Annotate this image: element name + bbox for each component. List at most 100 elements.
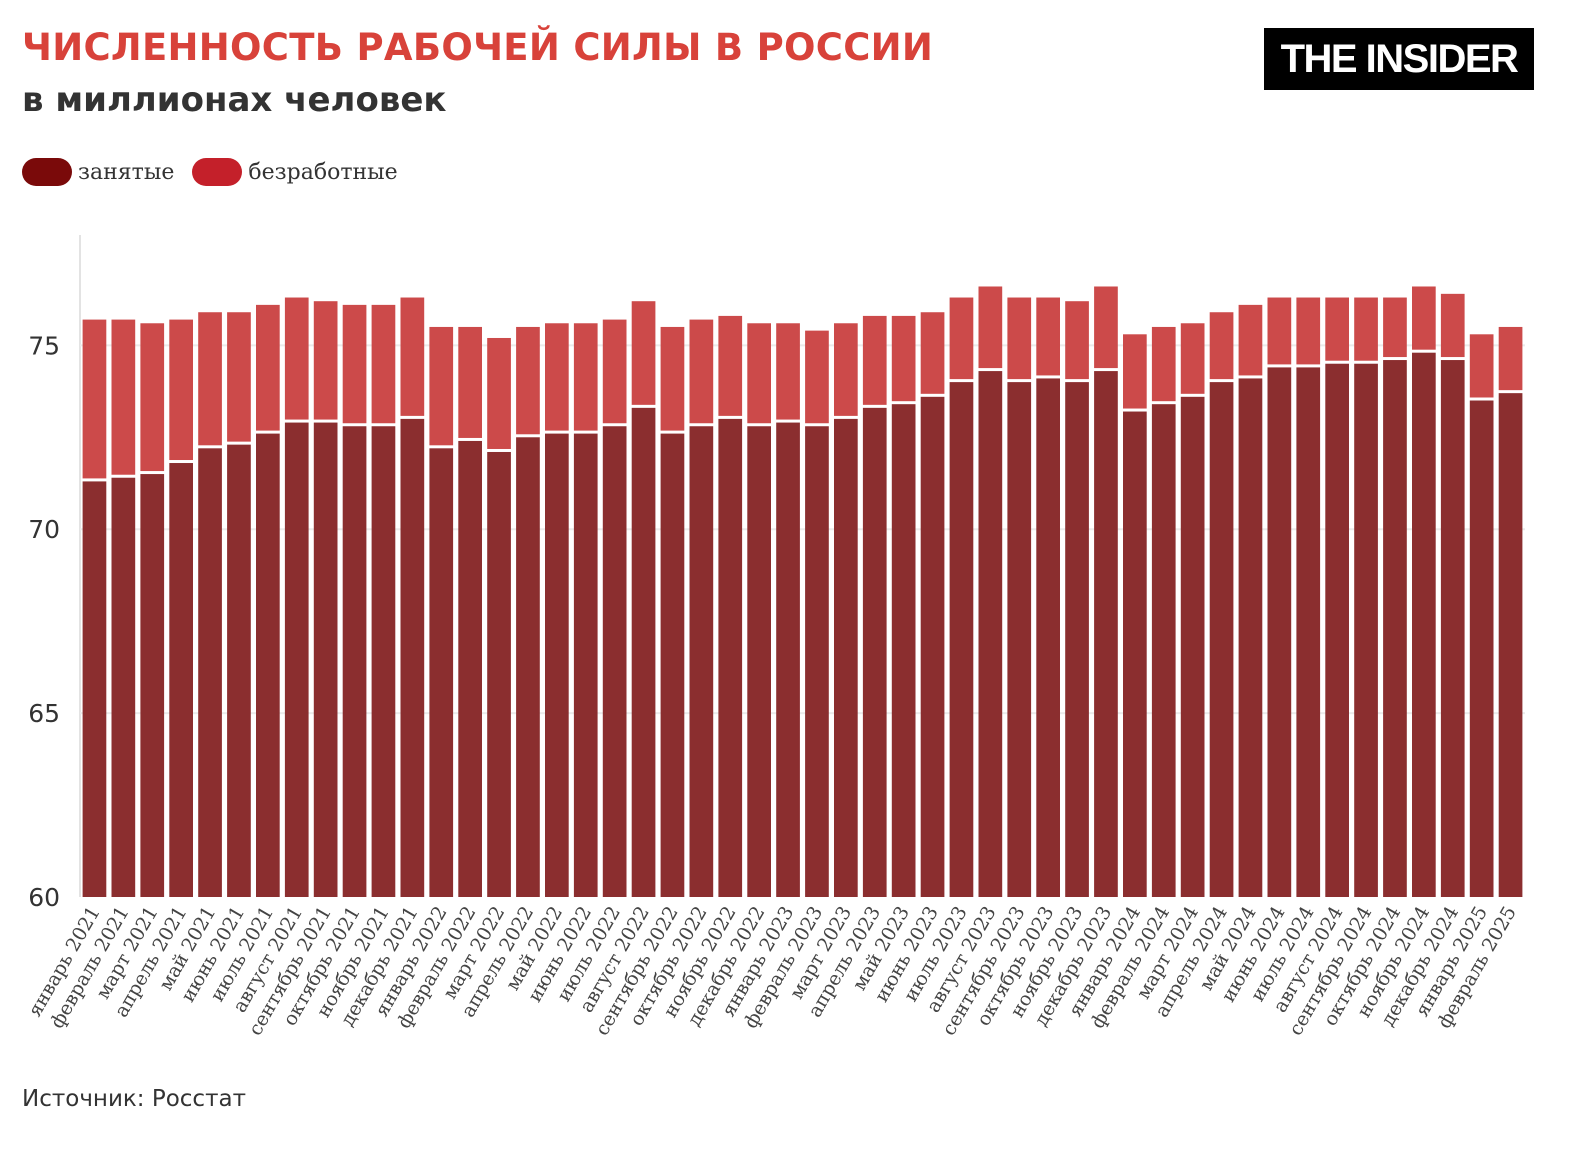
bar-employed xyxy=(1151,404,1176,897)
bar-unemployed xyxy=(1325,297,1349,361)
bar-unemployed xyxy=(660,326,685,431)
bar-employed xyxy=(256,433,280,897)
bar-unemployed xyxy=(891,315,916,402)
bar-unemployed xyxy=(776,323,800,420)
bar-employed xyxy=(602,426,627,897)
bar-employed xyxy=(1325,363,1349,897)
bar-unemployed xyxy=(862,315,887,405)
bar-unemployed xyxy=(1238,304,1263,376)
bar-employed xyxy=(573,433,598,897)
bar-employed xyxy=(169,463,193,897)
bar-employed xyxy=(1065,382,1089,898)
bar-unemployed xyxy=(805,330,829,424)
bar-employed xyxy=(1469,400,1494,897)
legend-item-employed: занятые xyxy=(22,158,174,186)
bar-employed xyxy=(1267,367,1292,897)
bar-employed xyxy=(1354,363,1378,897)
chart-title: ЧИСЛЕННОСТЬ РАБОЧЕЙ СИЛЫ В РОССИИ xyxy=(22,26,934,69)
y-tick-label: 60 xyxy=(28,883,60,912)
bar-employed xyxy=(111,477,136,897)
bar-employed xyxy=(198,448,222,897)
y-tick-label: 70 xyxy=(28,515,60,544)
bar-unemployed xyxy=(1065,301,1089,380)
bar-employed xyxy=(1180,396,1205,897)
bar-unemployed xyxy=(1412,286,1436,350)
legend-item-unemployed: безработные xyxy=(192,158,398,186)
bar-employed xyxy=(920,396,945,897)
bar-unemployed xyxy=(1383,297,1407,358)
bar-employed xyxy=(429,448,454,897)
bar-employed xyxy=(689,426,714,897)
bar-unemployed xyxy=(631,301,656,405)
bar-unemployed xyxy=(400,297,425,416)
bar-unemployed xyxy=(1296,297,1321,365)
brand-logo: THE INSIDER xyxy=(1264,28,1534,90)
legend-swatch-unemployed xyxy=(192,158,243,186)
bar-employed xyxy=(1209,382,1234,898)
bar-unemployed xyxy=(256,304,280,431)
bar-unemployed xyxy=(573,323,598,431)
bar-employed xyxy=(1412,352,1436,897)
bar-employed xyxy=(342,426,367,897)
bar-employed xyxy=(747,426,771,897)
bar-employed xyxy=(458,440,482,897)
y-tick-label: 65 xyxy=(28,699,60,728)
bar-employed xyxy=(1440,360,1465,897)
bar-employed xyxy=(1383,360,1407,897)
bar-employed xyxy=(891,404,916,897)
legend-label-employed: занятые xyxy=(78,159,175,185)
bar-unemployed xyxy=(313,301,338,420)
bar-employed xyxy=(1498,393,1523,897)
bar-employed xyxy=(834,418,858,897)
bar-unemployed xyxy=(516,326,540,435)
bar-employed xyxy=(660,433,685,897)
bar-employed xyxy=(1094,371,1118,898)
bar-employed xyxy=(371,426,396,897)
bar-employed xyxy=(140,474,165,897)
bar-unemployed xyxy=(1469,334,1494,398)
bar-employed xyxy=(1296,367,1321,897)
bar-unemployed xyxy=(834,323,858,416)
bar-employed xyxy=(1123,411,1147,897)
bar-employed xyxy=(400,418,425,897)
bar-unemployed xyxy=(487,337,511,449)
bar-unemployed xyxy=(602,319,627,424)
bar-unemployed xyxy=(458,326,482,438)
source-note: Источник: Росстат xyxy=(22,1086,246,1112)
legend-swatch-employed xyxy=(22,158,72,186)
bar-unemployed xyxy=(198,312,222,446)
bar-unemployed xyxy=(1007,297,1032,380)
bar-unemployed xyxy=(429,326,454,446)
bar-unemployed xyxy=(371,304,396,424)
bar-unemployed xyxy=(111,319,136,475)
bar-employed xyxy=(1007,382,1032,898)
bar-unemployed xyxy=(169,319,193,461)
bar-unemployed xyxy=(545,323,569,431)
bar-unemployed xyxy=(920,312,945,394)
bar-employed xyxy=(516,437,540,897)
bar-unemployed xyxy=(718,315,743,416)
bar-unemployed xyxy=(1440,293,1465,358)
legend: занятые безработные xyxy=(22,158,416,186)
bar-unemployed xyxy=(1036,297,1060,376)
bar-unemployed xyxy=(227,312,251,442)
legend-label-unemployed: безработные xyxy=(248,159,398,185)
bar-employed xyxy=(545,433,569,897)
bar-unemployed xyxy=(949,297,974,380)
chart-subtitle: в миллионах человек xyxy=(22,80,447,120)
bar-employed xyxy=(284,422,309,897)
bar-unemployed xyxy=(342,304,367,424)
bar-employed xyxy=(949,382,974,898)
bar-unemployed xyxy=(1498,326,1523,391)
bar-unemployed xyxy=(1094,286,1118,369)
bar-unemployed xyxy=(82,319,107,479)
bar-employed xyxy=(631,407,656,897)
bar-employed xyxy=(227,444,251,897)
bar-unemployed xyxy=(978,286,1003,369)
bar-employed xyxy=(776,422,800,897)
bar-employed xyxy=(313,422,338,897)
bar-unemployed xyxy=(1123,334,1147,409)
bar-employed xyxy=(1238,378,1263,897)
bar-unemployed xyxy=(1151,326,1176,402)
bar-unemployed xyxy=(1267,297,1292,365)
